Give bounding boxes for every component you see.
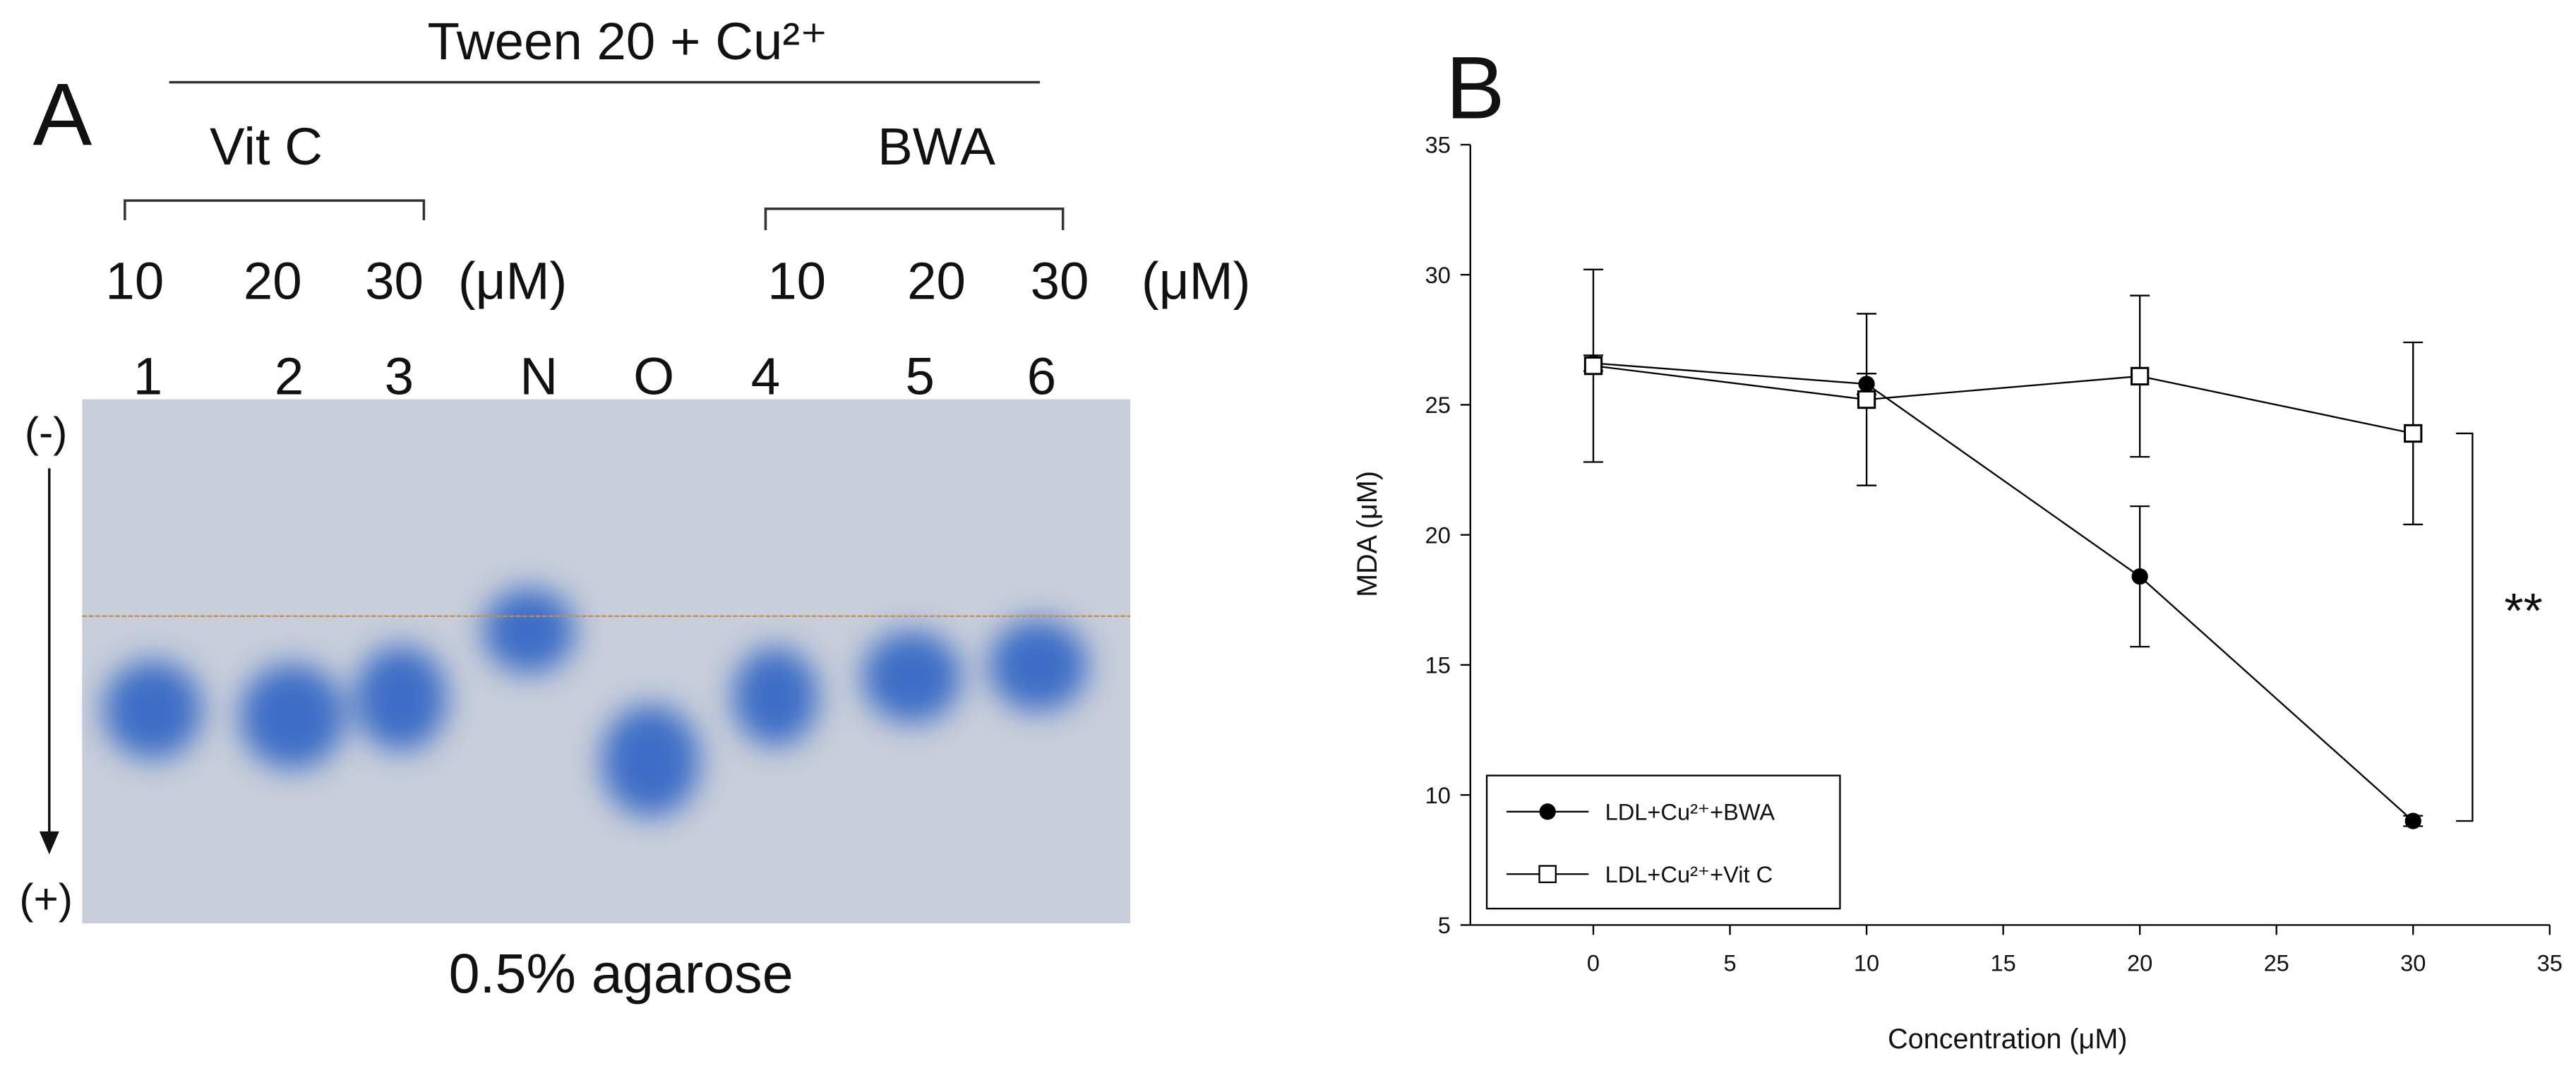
x-tick-label: 10	[1854, 951, 1879, 976]
x-tick-label: 0	[1587, 951, 1600, 976]
group-label: BWA	[877, 117, 995, 176]
lane-label: 6	[1027, 347, 1056, 406]
x-tick-label: 25	[2264, 951, 2289, 976]
concentration-label: 10	[767, 252, 826, 311]
panel-label: B	[1446, 38, 1505, 138]
series-line	[1593, 362, 2414, 822]
y-tick-label: 15	[1425, 653, 1451, 678]
lane-label: 2	[275, 347, 304, 406]
y-tick-label: 10	[1425, 783, 1451, 808]
concentration-label: (μM)	[1142, 252, 1251, 311]
panel-label: A	[33, 64, 92, 164]
caption: 0.5% agarose	[449, 942, 793, 1005]
bracket	[124, 199, 426, 221]
concentration-label: 20	[907, 252, 966, 311]
group-label: Vit C	[210, 117, 323, 176]
concentration-label: 20	[244, 252, 302, 311]
legend-label: LDL+Cu²⁺+BWA	[1605, 799, 1775, 825]
lane-label: 5	[906, 347, 935, 406]
lane-label: N	[520, 347, 558, 406]
concentration-label: 30	[1031, 252, 1089, 311]
significance-bracket	[2456, 432, 2474, 822]
lane-label: 3	[385, 347, 414, 406]
gel-background	[82, 399, 1131, 924]
arrow-head	[39, 831, 59, 855]
gel	[82, 399, 1131, 924]
lane-label: O	[633, 347, 674, 406]
series-line	[1593, 365, 2414, 435]
x-tick-label: 5	[1723, 951, 1736, 976]
y-tick-label: 5	[1438, 913, 1451, 938]
treatment: Tween 20 + Cu²⁺	[427, 12, 827, 71]
data-point	[2131, 366, 2150, 386]
concentration-label: 30	[365, 252, 424, 311]
concentration-label: 10	[105, 252, 164, 311]
annotation: **	[2504, 583, 2542, 638]
x-tick-label: 20	[2127, 951, 2152, 976]
concentration-label: (μM)	[458, 252, 568, 311]
y-axis-label: MDA (μM)	[1352, 471, 1383, 597]
chart: B Concentration (μM) MDA (μM)	[1352, 38, 2127, 1055]
y-tick-label: 35	[1425, 133, 1451, 158]
data-point	[2404, 813, 2421, 829]
x-tick-label: 15	[1990, 951, 2015, 976]
legend-marker	[1538, 865, 1557, 884]
polarity: (-)	[25, 408, 67, 456]
x-tick-label: 35	[2537, 951, 2563, 976]
legend-label: LDL+Cu²⁺+Vit C	[1605, 862, 1773, 887]
y-tick-label: 25	[1425, 392, 1451, 418]
lane-label: 4	[751, 347, 780, 406]
legend-box	[1485, 774, 1841, 910]
polarity: (+)	[19, 875, 73, 923]
data-point	[1857, 390, 1876, 409]
bands	[103, 588, 1088, 817]
data-point	[1858, 376, 1875, 392]
data-point	[2131, 568, 2148, 585]
data-point	[1583, 356, 1603, 376]
data-point	[2404, 424, 2423, 443]
x-tick-label: 30	[2400, 951, 2426, 976]
y-tick-label: 20	[1425, 522, 1451, 548]
y-tick-label: 30	[1425, 263, 1451, 288]
bracket	[764, 207, 1065, 230]
legend-marker	[1539, 803, 1556, 820]
lane-label: 1	[133, 347, 162, 406]
x-axis-label: Concentration (μM)	[1888, 1024, 2127, 1055]
